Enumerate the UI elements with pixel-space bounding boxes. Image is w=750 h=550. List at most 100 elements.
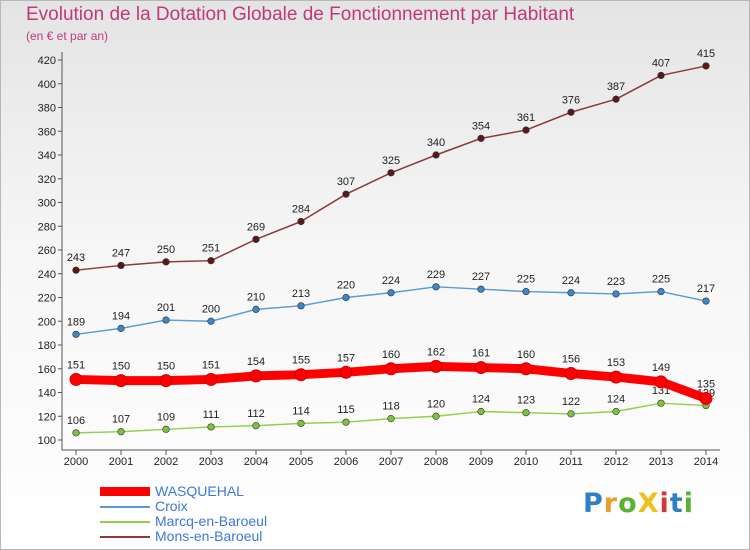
data-label-wasquehal: 154: [247, 356, 265, 368]
data-point-wasquehal: [654, 375, 668, 389]
data-point-croix: [342, 293, 350, 302]
y-tick-label: 140: [38, 388, 56, 400]
data-label-croix: 217: [697, 283, 715, 295]
data-point-croix: [657, 287, 665, 296]
data-point-croix: [522, 287, 530, 296]
data-label-marcq-en-baroeul: 114: [292, 405, 310, 417]
y-tick-label: 420: [38, 55, 56, 67]
logo-letter: X: [637, 488, 660, 519]
y-tick-label: 380: [38, 103, 56, 115]
data-point-croix: [117, 324, 125, 332]
y-tick-label: 160: [38, 364, 56, 376]
data-point-mons-en-baroeul: [117, 261, 125, 270]
y-tick-label: 180: [38, 340, 56, 352]
data-point-wasquehal: [519, 362, 533, 376]
data-point-mons-en-baroeul: [702, 62, 710, 70]
y-tick-label: 300: [38, 198, 56, 210]
data-point-wasquehal: [204, 372, 218, 386]
data-point-wasquehal: [384, 362, 398, 376]
data-label-mons-en-baroeul: 243: [67, 252, 85, 264]
y-tick-label: 320: [38, 174, 56, 186]
logo-letter: t: [669, 488, 684, 519]
data-label-marcq-en-baroeul: 118: [382, 401, 400, 413]
data-point-marcq-en-baroeul: [432, 412, 440, 420]
data-label-mons-en-baroeul: 354: [472, 120, 490, 132]
x-tick-label: 2004: [244, 456, 268, 468]
y-tick-label: 400: [38, 79, 56, 91]
data-point-wasquehal: [699, 391, 713, 405]
data-label-wasquehal: 156: [562, 354, 580, 366]
data-point-mons-en-baroeul: [522, 126, 530, 134]
data-point-croix: [207, 317, 215, 325]
data-label-marcq-en-baroeul: 107: [112, 414, 130, 426]
data-point-marcq-en-baroeul: [522, 409, 530, 417]
data-label-mons-en-baroeul: 407: [652, 57, 670, 69]
data-label-wasquehal: 153: [607, 357, 625, 369]
data-label-croix: 225: [652, 274, 670, 286]
data-label-mons-en-baroeul: 387: [607, 81, 625, 93]
data-label-marcq-en-baroeul: 111: [203, 409, 220, 421]
y-tick-label: 120: [38, 411, 56, 423]
data-label-marcq-en-baroeul: 106: [67, 415, 85, 427]
data-label-mons-en-baroeul: 247: [112, 247, 130, 259]
x-tick-label: 2000: [64, 456, 88, 468]
legend-swatch-croix: [100, 506, 150, 508]
x-tick-label: 2011: [559, 456, 583, 468]
logo-letter: r: [603, 488, 619, 519]
data-point-marcq-en-baroeul: [477, 407, 485, 416]
logo-letter: i: [683, 488, 694, 519]
x-tick-label: 2014: [694, 456, 718, 468]
data-label-marcq-en-baroeul: 123: [517, 395, 535, 407]
data-point-mons-en-baroeul: [252, 235, 260, 243]
data-point-mons-en-baroeul: [477, 134, 485, 142]
data-label-mons-en-baroeul: 376: [562, 94, 580, 106]
data-label-mons-en-baroeul: 251: [202, 243, 220, 255]
legend-label-wasquehal: WASQUEHAL: [155, 483, 244, 499]
x-tick-label: 2007: [379, 456, 403, 468]
proxiti-logo: ProXiti: [583, 488, 694, 519]
x-tick-label: 2009: [469, 456, 493, 468]
legend-swatch-wasquehal: [100, 487, 150, 496]
data-label-wasquehal: 149: [652, 362, 670, 374]
data-label-marcq-en-baroeul: 122: [562, 396, 580, 408]
legend-label-marcq-en-baroeul: Marcq-en-Baroeul: [155, 513, 268, 529]
data-label-mons-en-baroeul: 269: [247, 221, 265, 233]
chart-subtitle: (en € et par an): [26, 29, 109, 43]
data-point-marcq-en-baroeul: [657, 399, 665, 407]
data-label-marcq-en-baroeul: 109: [157, 411, 175, 423]
data-label-mons-en-baroeul: 415: [697, 48, 715, 60]
data-point-croix: [387, 289, 395, 297]
data-point-marcq-en-baroeul: [567, 410, 575, 418]
logo-letter: P: [583, 488, 604, 519]
data-point-croix: [432, 283, 440, 291]
data-point-wasquehal: [159, 374, 173, 388]
data-label-croix: 189: [67, 316, 85, 328]
x-tick-label: 2006: [334, 456, 358, 468]
data-label-wasquehal: 155: [292, 355, 310, 367]
data-label-croix: 220: [337, 280, 355, 292]
data-point-wasquehal: [249, 369, 263, 383]
data-label-croix: 227: [472, 271, 490, 283]
data-point-mons-en-baroeul: [657, 71, 665, 80]
chart-title: Evolution de la Dotation Globale de Fonc…: [26, 4, 575, 25]
data-point-croix: [297, 302, 305, 310]
data-label-wasquehal: 160: [382, 349, 400, 361]
data-label-croix: 223: [607, 276, 625, 288]
data-label-croix: 224: [562, 275, 580, 287]
data-point-wasquehal: [69, 372, 83, 386]
data-point-croix: [162, 316, 170, 324]
data-point-croix: [72, 330, 80, 338]
data-label-mons-en-baroeul: 250: [157, 244, 175, 256]
y-tick-label: 240: [38, 269, 56, 281]
data-label-wasquehal: 160: [517, 349, 535, 361]
data-label-mons-en-baroeul: 361: [517, 112, 535, 124]
data-point-wasquehal: [474, 361, 488, 375]
y-tick-label: 200: [38, 316, 56, 328]
data-label-marcq-en-baroeul: 124: [472, 394, 490, 406]
y-tick-label: 220: [38, 293, 56, 305]
data-point-wasquehal: [294, 368, 308, 382]
y-tick-label: 280: [38, 221, 56, 233]
data-label-wasquehal: 150: [157, 361, 175, 373]
y-tick-label: 100: [38, 435, 56, 447]
